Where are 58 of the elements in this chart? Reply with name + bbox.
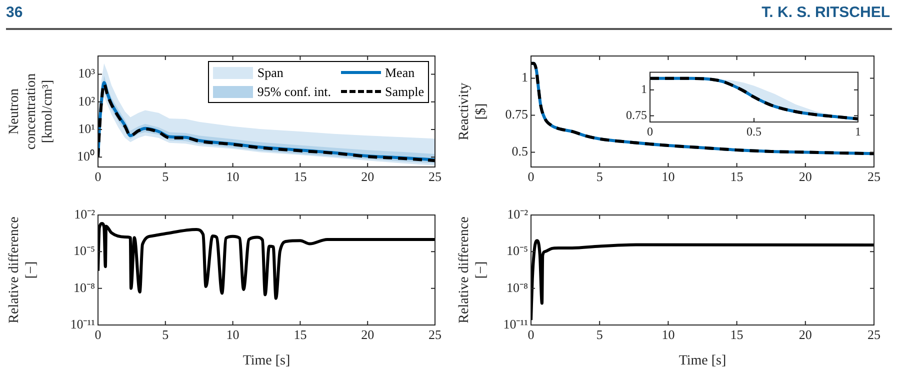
x-axis-title: Time [s] [678,353,726,368]
x-tick-label: 25 [428,169,442,184]
y-tick-label: 10⁻⁸ [73,280,96,295]
x-tick-label: 25 [868,169,880,184]
y-tick-label: 0.75 [505,106,528,122]
legend-label: Mean [385,64,415,80]
y-tick-label: 0.5 [512,144,528,159]
x-tick-label: 0.5 [746,124,762,138]
y-axis-title: Relative difference [−] [457,216,489,324]
x-tick-label: 5 [596,327,603,342]
legend-label: 95% conf. int. [257,84,331,100]
x-tick-label: 0 [528,327,534,342]
x-tick-label: 20 [361,327,374,342]
y-tick-label: 0.75 [626,108,647,122]
x-tick-label: 10 [662,169,675,184]
x-tick-label: 5 [162,327,169,342]
y-tick-label: 10⁻² [507,206,528,222]
y-axis-title: Relative difference [−] [7,216,39,324]
y-tick-label: 1 [522,70,528,85]
x-tick-label: 15 [730,327,744,342]
x-tick-label: 0 [94,327,102,342]
x-tick-label: 15 [294,169,307,184]
line-series [98,222,435,300]
y-tick-label: 10⁻⁸ [506,280,528,295]
y-tick-label: 10⁻¹¹ [70,316,96,332]
text: T. K. S. RITSCHEL [762,4,890,21]
x-tick-label: 0 [94,169,102,184]
y-tick-label: 10⁻⁵ [506,243,528,258]
x-tick-label: 20 [798,327,812,342]
x-tick-label: 15 [730,169,744,184]
y-tick-label: 10⁻² [74,206,96,222]
y-axis-title: Reactivity [$] [457,82,489,140]
line-series [531,239,874,322]
x-tick-label: 10 [226,169,240,184]
x-tick-label: 5 [162,169,169,184]
x-tick-label: 1 [855,124,861,138]
x-tick-label: 25 [428,327,442,342]
x-tick-label: 15 [294,327,307,342]
x-tick-label: 10 [226,327,240,342]
y-tick-label: 10⁰ [77,148,95,164]
y-tick-label: 10³ [78,66,96,81]
y-tick-label: 10¹ [78,120,96,136]
x-tick-label: 0 [528,169,534,184]
x-tick-label: 20 [798,169,812,184]
x-tick-label: 20 [361,169,374,184]
text: 36 [6,4,23,21]
x-tick-label: 25 [868,327,880,342]
line-series [531,62,874,156]
y-axis-title: Neutron concentration [kmol/cm³] [7,73,56,150]
x-axis-title: Time [s] [242,353,290,368]
y-tick-label: 10² [78,93,96,108]
y-tick-label: 10⁻⁵ [73,243,95,258]
x-tick-label: 0 [647,124,653,138]
legend-label: Sample [385,84,424,100]
legend-label: Span [257,64,284,80]
x-tick-label: 10 [662,327,675,342]
x-tick-label: 5 [596,169,603,184]
y-tick-label: 10⁻¹¹ [503,316,528,332]
